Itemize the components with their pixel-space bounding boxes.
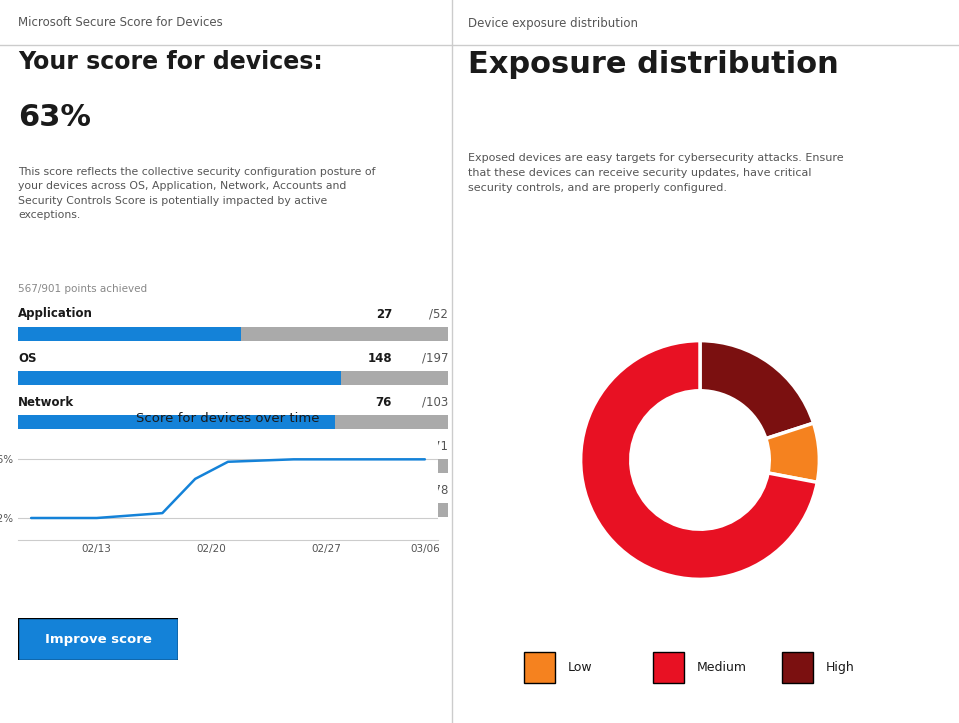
Text: Medium: Medium <box>696 661 746 674</box>
Bar <box>18 503 264 517</box>
Text: This score reflects the collective security configuration posture of
your device: This score reflects the collective secur… <box>18 167 376 221</box>
Text: Network: Network <box>18 395 74 408</box>
Text: Device exposure distribution: Device exposure distribution <box>468 17 638 30</box>
Text: 76: 76 <box>376 395 392 408</box>
Text: Your score for devices:: Your score for devices: <box>18 50 323 74</box>
Text: 43: 43 <box>376 440 392 453</box>
Text: /103: /103 <box>422 395 448 408</box>
Text: OS: OS <box>18 351 36 364</box>
Text: Application: Application <box>18 307 93 320</box>
FancyBboxPatch shape <box>525 651 554 683</box>
Bar <box>18 415 336 429</box>
FancyBboxPatch shape <box>653 651 684 683</box>
Text: Microsoft Secure Score for Devices: Microsoft Secure Score for Devices <box>18 17 222 30</box>
Text: /197: /197 <box>422 351 448 364</box>
Text: High: High <box>826 661 854 674</box>
Text: Security controls: Security controls <box>18 484 130 497</box>
Text: Exposed devices are easy targets for cybersecurity attacks. Ensure
that these de: Exposed devices are easy targets for cyb… <box>468 153 844 192</box>
Bar <box>18 371 341 385</box>
FancyBboxPatch shape <box>783 651 812 683</box>
Text: Low: Low <box>568 661 592 674</box>
Text: 63%: 63% <box>18 103 91 132</box>
Text: /478: /478 <box>422 484 448 497</box>
Bar <box>18 459 278 473</box>
Wedge shape <box>580 341 817 579</box>
Text: 273: 273 <box>367 484 392 497</box>
Title: Score for devices over time: Score for devices over time <box>136 411 319 424</box>
Text: 27: 27 <box>376 307 392 320</box>
Text: Accounts: Accounts <box>18 440 79 453</box>
FancyBboxPatch shape <box>18 618 178 660</box>
Wedge shape <box>700 341 813 439</box>
Text: /52: /52 <box>429 307 448 320</box>
Text: Exposure distribution: Exposure distribution <box>468 50 839 79</box>
Bar <box>18 327 242 341</box>
Text: 567/901 points achieved: 567/901 points achieved <box>18 284 147 294</box>
Text: Improve score: Improve score <box>44 633 152 646</box>
Text: 148: 148 <box>367 351 392 364</box>
Wedge shape <box>766 423 819 482</box>
Text: /71: /71 <box>429 440 448 453</box>
